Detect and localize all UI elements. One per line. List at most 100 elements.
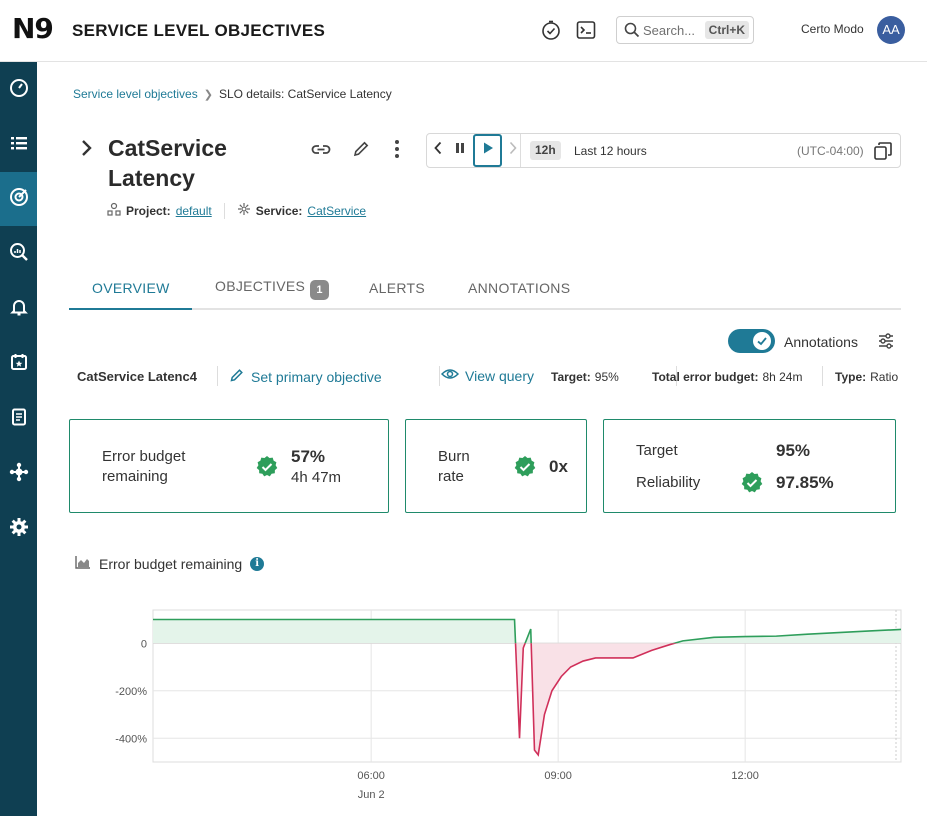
- divider: [217, 366, 218, 386]
- type-value: Ratio: [870, 370, 899, 384]
- toggle-check-icon: [753, 332, 771, 350]
- service-link[interactable]: CatService: [307, 203, 367, 218]
- target-value: 95%: [594, 370, 619, 384]
- check-badge-icon: [741, 472, 763, 493]
- x-date-label: Jun 2: [358, 789, 385, 801]
- budget-line-positive: [153, 618, 901, 644]
- edit-pencil-icon[interactable]: [351, 139, 371, 164]
- main-content: Service level objectives ❯ SLO details: Ca…: [37, 62, 927, 816]
- gear-icon: [9, 517, 29, 542]
- sidebar: [0, 62, 37, 816]
- breadcrumb-separator-icon: ❯: [203, 89, 213, 101]
- sidebar-item-settings[interactable]: [0, 502, 37, 556]
- dashboard-icon: [9, 78, 29, 103]
- chart-labels: 0 -200% -400% 06:00 09:00 12:00 Jun 2: [115, 638, 759, 801]
- tab-overview[interactable]: OVERVIEW: [92, 280, 170, 296]
- tab-objectives-label: OBJECTIVES: [215, 278, 306, 294]
- error-budget-label-line1: Error budget: [102, 448, 186, 465]
- query-search-icon: [9, 242, 29, 267]
- y-tick-label: 0: [141, 638, 147, 650]
- burn-rate-label-line1: Burn: [438, 448, 470, 465]
- check-badge-icon: [256, 456, 278, 477]
- more-menu-icon[interactable]: [392, 139, 402, 166]
- app-logo[interactable]: N9: [12, 12, 54, 45]
- play-button[interactable]: [473, 134, 502, 167]
- range-chip[interactable]: 12h: [530, 141, 561, 160]
- sidebar-item-calendar[interactable]: [0, 337, 37, 391]
- tab-bar: OVERVIEW OBJECTIVES 1 ALERTS ANNOTATIONS: [69, 265, 901, 310]
- x-tick-label: 06:00: [357, 770, 385, 782]
- objective-row: CatService Latenc4 Set primary objective…: [77, 362, 907, 392]
- chevron-right-icon: [508, 141, 518, 160]
- burn-rate-value: 0x: [549, 457, 568, 476]
- y-tick-label: -200%: [115, 686, 147, 698]
- timezone-label: (UTC-04:00): [797, 144, 864, 158]
- sidebar-item-dashboard[interactable]: [0, 63, 37, 117]
- total-budget-value: 8h 24m: [762, 370, 803, 384]
- copy-icon[interactable]: [873, 141, 893, 166]
- top-bar: N9 SERVICE LEVEL OBJECTIVES Ctrl+K Certo…: [0, 0, 927, 62]
- tab-annotations[interactable]: ANNOTATIONS: [468, 280, 571, 296]
- time-back-button[interactable]: [427, 134, 449, 167]
- reliability-label: Reliability: [636, 474, 701, 491]
- divider: [822, 366, 823, 386]
- sidebar-item-reports[interactable]: [0, 392, 37, 446]
- y-tick-label: -400%: [115, 733, 147, 745]
- error-budget-chart: 0 -200% -400% 06:00 09:00 12:00 Jun 2: [115, 609, 902, 801]
- avatar[interactable]: AA: [877, 16, 905, 44]
- target-info: Target: 95%: [551, 370, 619, 384]
- service-icon: [237, 202, 251, 219]
- chart-header: Error budget remaining i: [75, 555, 265, 572]
- page-title: SERVICE LEVEL OBJECTIVES: [72, 21, 326, 40]
- set-primary-label: Set primary objective: [251, 368, 382, 385]
- type-info: Type: Ratio: [835, 370, 898, 384]
- annotations-toggle[interactable]: [728, 329, 775, 353]
- search-box[interactable]: Ctrl+K: [616, 16, 754, 44]
- budget-line-negative: [514, 643, 678, 757]
- sidebar-item-integrations[interactable]: [0, 447, 37, 501]
- project-link[interactable]: default: [175, 203, 212, 218]
- pause-icon: [454, 141, 466, 160]
- terminal-icon[interactable]: [575, 19, 597, 41]
- info-icon[interactable]: i: [250, 556, 265, 571]
- chart-title: Error budget remaining: [99, 555, 243, 572]
- calendar-icon: [9, 352, 29, 377]
- eye-icon: [440, 367, 465, 384]
- project-label: Project:: [126, 203, 171, 218]
- breadcrumb-parent-link[interactable]: Service level objectives: [73, 87, 198, 101]
- sidebar-item-query[interactable]: [0, 227, 37, 281]
- user-name[interactable]: Certo Modo: [801, 22, 864, 36]
- slo-title: CatService Latency: [108, 135, 227, 191]
- check-badge-icon: [514, 456, 536, 477]
- view-query-button[interactable]: View query: [440, 367, 535, 384]
- service-label: Service:: [255, 203, 303, 218]
- tab-objectives[interactable]: OBJECTIVES 1: [215, 278, 330, 300]
- error-budget-card: Error budget remaining 57% 4h 47m: [69, 419, 389, 513]
- annotations-label: Annotations: [784, 334, 858, 350]
- play-icon: [482, 141, 494, 160]
- error-budget-time: 4h 47m: [291, 469, 342, 486]
- timer-check-icon[interactable]: [540, 19, 562, 41]
- pause-button[interactable]: [449, 134, 471, 167]
- pencil-icon: [229, 367, 251, 386]
- search-icon: [624, 22, 640, 43]
- sliders-icon[interactable]: [877, 333, 895, 354]
- range-label[interactable]: Last 12 hours: [574, 144, 647, 158]
- tab-alerts[interactable]: ALERTS: [369, 280, 426, 296]
- divider: [439, 366, 440, 386]
- slo-meta: Project: default Service: CatService: [107, 202, 366, 219]
- search-input[interactable]: [643, 21, 695, 39]
- report-icon: [9, 407, 29, 432]
- sidebar-item-list[interactable]: [0, 118, 37, 172]
- sidebar-item-alerts[interactable]: [0, 282, 37, 336]
- search-shortcut: Ctrl+K: [704, 21, 749, 39]
- set-primary-objective-button[interactable]: Set primary objective: [229, 367, 382, 386]
- burn-rate-card: Burn rate 0x: [405, 419, 587, 513]
- breadcrumb: Service level objectives ❯ SLO details: Ca…: [73, 87, 392, 101]
- sidebar-item-slo[interactable]: [0, 172, 37, 226]
- project-icon: [107, 202, 121, 219]
- link-icon[interactable]: [310, 139, 332, 164]
- view-query-label: View query: [465, 367, 535, 384]
- expand-chevron-icon[interactable]: [79, 138, 95, 163]
- time-forward-button[interactable]: [502, 134, 524, 167]
